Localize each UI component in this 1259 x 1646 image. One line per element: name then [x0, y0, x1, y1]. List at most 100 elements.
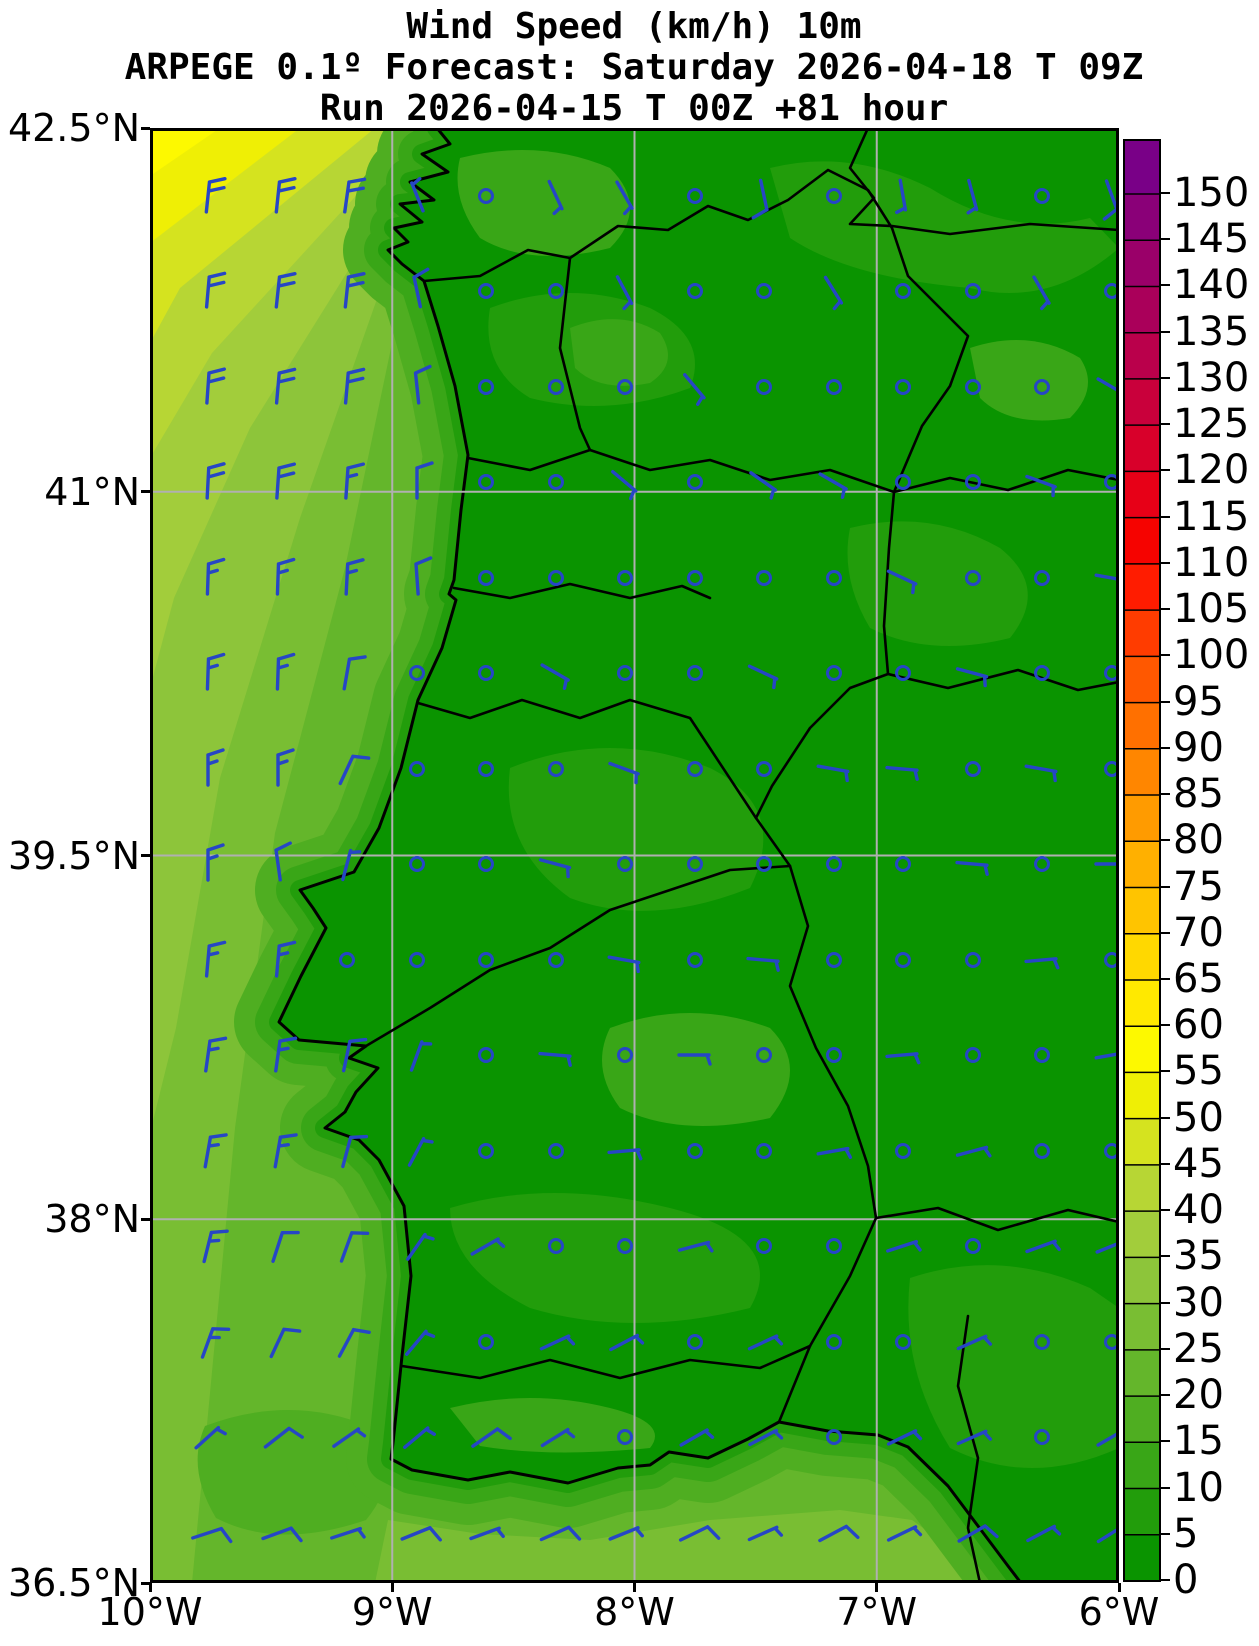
- wind-barb-symbol: [608, 761, 640, 785]
- colorbar-segment: [1124, 332, 1160, 379]
- wind-barb-symbol: [677, 1053, 712, 1066]
- wind-barb-symbol: [344, 558, 365, 596]
- colorbar-tick-label: 80: [1173, 817, 1224, 864]
- border-aveiro-interior: [452, 582, 712, 600]
- calm-circle-symbol: [826, 952, 842, 968]
- colorbar-tick-label: 50: [1173, 1094, 1224, 1141]
- wind-barb-symbol: [816, 764, 850, 783]
- calm-circle-symbol: [1034, 1429, 1050, 1445]
- calm-circle-symbol: [1034, 1143, 1050, 1159]
- wind-barb-symbol: [205, 557, 226, 596]
- wind-barb-symbol: [607, 1148, 643, 1161]
- colorbar-tick-mark: [1159, 1486, 1170, 1489]
- colorbar-tick-label: 70: [1173, 909, 1224, 956]
- wind-barb-symbol: [274, 271, 297, 309]
- calm-circle-symbol: [756, 1143, 772, 1159]
- colorbar-tick-label: 10: [1173, 1464, 1224, 1511]
- colorbar-tick-mark: [1159, 515, 1170, 518]
- wind-barb-symbol: [1094, 862, 1119, 875]
- wind-barb-symbol: [330, 1526, 366, 1540]
- calm-circle-symbol: [1034, 188, 1050, 204]
- wind-barb-symbol: [271, 1230, 300, 1263]
- wind-barb-symbol: [470, 1237, 506, 1256]
- y-axis-tick-mark: [141, 126, 150, 130]
- x-axis-tick-label: 10°W: [97, 1590, 203, 1634]
- x-axis-tick-label: 6°W: [1078, 1590, 1160, 1634]
- wind-barb-symbol: [204, 940, 227, 978]
- calm-circle-symbol: [826, 1238, 842, 1254]
- wind-barb-symbol: [273, 1133, 298, 1169]
- wind-barb-symbol: [409, 1040, 433, 1072]
- calm-circle-symbol: [826, 856, 842, 872]
- colorbar-tick-mark: [1159, 423, 1170, 426]
- wind-barb-symbol: [538, 1051, 572, 1067]
- x-axis-tick-mark: [390, 1583, 394, 1592]
- colorbar-tick-label: 115: [1173, 493, 1250, 540]
- calm-circle-symbol: [965, 1238, 981, 1254]
- wind-barb-symbol: [339, 1231, 370, 1263]
- colorbar-tick-label: 100: [1173, 632, 1250, 679]
- wind-barb-symbol: [1026, 1524, 1062, 1543]
- wind-barb-symbol: [205, 367, 226, 405]
- calm-circle-symbol: [895, 665, 911, 681]
- wind-barb-symbol: [338, 754, 371, 786]
- wind-barb-symbol: [205, 652, 226, 691]
- calm-circle-symbol: [1034, 570, 1050, 586]
- colorbar: [1123, 139, 1161, 1582]
- colorbar-tick-mark: [1159, 238, 1170, 241]
- wind-barb-symbol: [956, 1429, 993, 1446]
- border-douro-east: [892, 468, 1119, 494]
- colorbar-tick-mark: [1159, 330, 1170, 333]
- lat-lon-gridlines: [150, 128, 1119, 1583]
- wind-barb-symbol: [886, 1429, 923, 1446]
- wind-barb-symbol: [400, 1526, 442, 1542]
- wind-barb-symbol: [200, 1327, 231, 1359]
- colorbar-segment: [1124, 425, 1160, 472]
- colorbar-segment: [1124, 1534, 1160, 1581]
- colorbar-tick-mark: [1159, 700, 1170, 703]
- wind-barb-symbol: [823, 275, 844, 311]
- wind-barb-symbol: [203, 1133, 228, 1169]
- wind-barb-symbol: [261, 1526, 303, 1543]
- colorbar-segment: [1124, 795, 1160, 842]
- colorbar-tick-label: 5: [1173, 1510, 1199, 1557]
- wind-barb-symbol: [538, 858, 572, 879]
- colorbar-segment: [1124, 286, 1160, 333]
- colorbar-tick-label: 65: [1173, 955, 1224, 1002]
- calm-circle-symbol: [1034, 1047, 1050, 1063]
- calm-circle-symbol: [478, 188, 494, 204]
- colorbar-tick-mark: [1159, 284, 1170, 287]
- colorbar-segment: [1124, 240, 1160, 287]
- wind-barb-symbol: [677, 1240, 714, 1253]
- colorbar-tick-label: 85: [1173, 771, 1224, 818]
- colorbar-segment: [1124, 979, 1160, 1027]
- calm-circle-symbol: [617, 856, 633, 872]
- colorbar-tick-label: 110: [1173, 539, 1250, 586]
- colorbar-segment: [1124, 610, 1160, 657]
- wind-barb-symbol: [678, 1525, 721, 1542]
- colorbar-segment: [1124, 517, 1160, 564]
- calm-circle-symbol: [617, 570, 633, 586]
- calm-circle-symbol: [478, 283, 494, 299]
- colorbar-segment: [1124, 1257, 1160, 1304]
- colorbar-tick-label: 45: [1173, 1140, 1224, 1187]
- calm-circle-symbol: [756, 283, 772, 299]
- colorbar-tick-mark: [1159, 376, 1170, 379]
- wind-barb-symbol: [275, 652, 296, 691]
- wind-barb-symbol: [611, 470, 638, 501]
- colorbar-tick-mark: [1159, 746, 1170, 749]
- wind-barb-symbol: [747, 1334, 784, 1351]
- wind-barb-symbol: [540, 663, 570, 690]
- calm-circle-symbol: [756, 570, 772, 586]
- wind-barb-symbol: [539, 1334, 576, 1351]
- wind-barb-symbol: [747, 664, 779, 690]
- calm-circle-symbol: [1034, 1334, 1050, 1350]
- colorbar-segment: [1124, 1118, 1160, 1165]
- colorbar-segment: [1124, 471, 1160, 518]
- wind-barb-symbol: [547, 179, 564, 216]
- wind-barb-symbol: [747, 1525, 784, 1542]
- calm-circle-symbol: [478, 570, 494, 586]
- wind-barb-symbol: [1032, 275, 1051, 311]
- calm-circle-symbol: [826, 1429, 842, 1445]
